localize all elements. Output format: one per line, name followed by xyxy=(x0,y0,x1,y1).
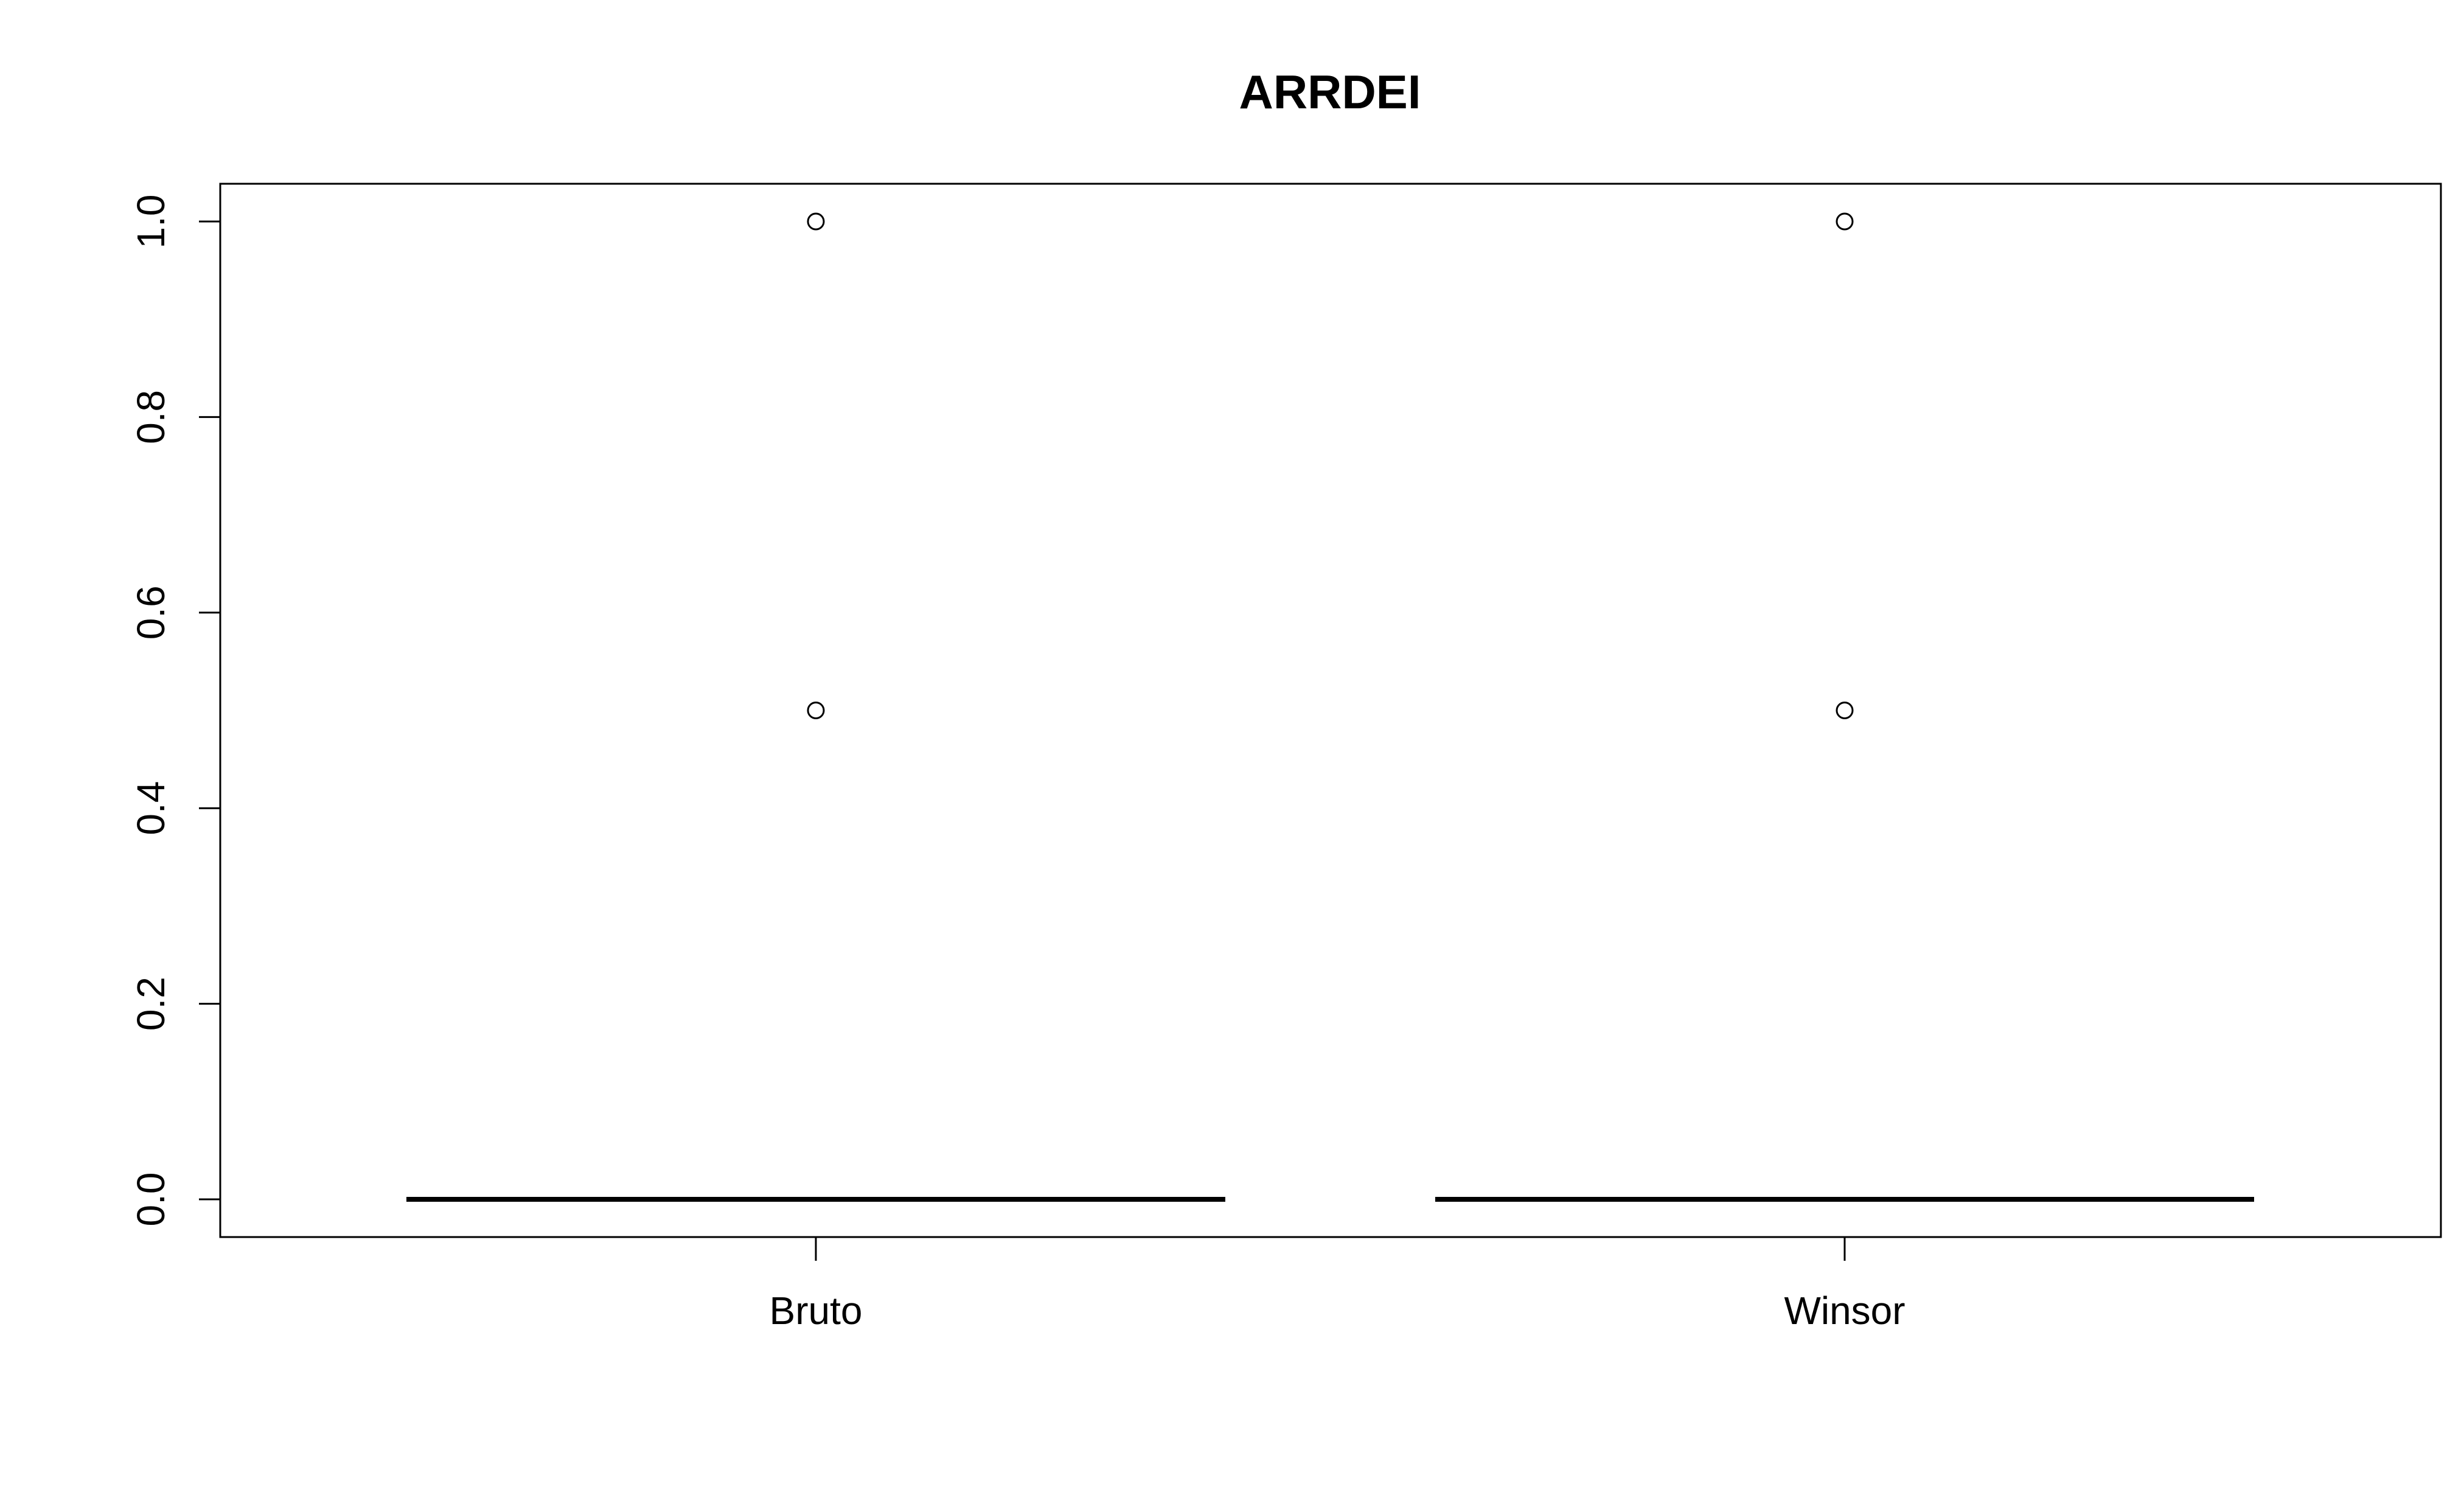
outlier-point xyxy=(1836,212,1854,231)
y-tick-label: 0.8 xyxy=(129,390,173,444)
x-tick-label: Bruto xyxy=(770,1289,863,1333)
box-winsor xyxy=(1435,212,2254,1202)
y-tick-label: 0.4 xyxy=(129,781,173,835)
y-tick-label: 0.6 xyxy=(129,585,173,640)
box-bruto xyxy=(406,212,1225,1202)
outlier-point xyxy=(807,702,825,719)
outlier-point xyxy=(807,212,825,231)
x-axis: Bruto Winsor xyxy=(770,1237,1905,1333)
y-tick-label: 1.0 xyxy=(129,195,173,249)
y-tick-label: 0.0 xyxy=(129,1173,173,1227)
boxes xyxy=(406,212,2254,1202)
x-tick-label: Winsor xyxy=(1784,1289,1905,1333)
y-axis: 0.0 0.2 0.4 0.6 0.8 1.0 xyxy=(129,195,221,1227)
chart-title: ARRDEI xyxy=(1239,65,1421,119)
outlier-point xyxy=(1836,702,1854,719)
y-tick-label: 0.2 xyxy=(129,977,173,1031)
